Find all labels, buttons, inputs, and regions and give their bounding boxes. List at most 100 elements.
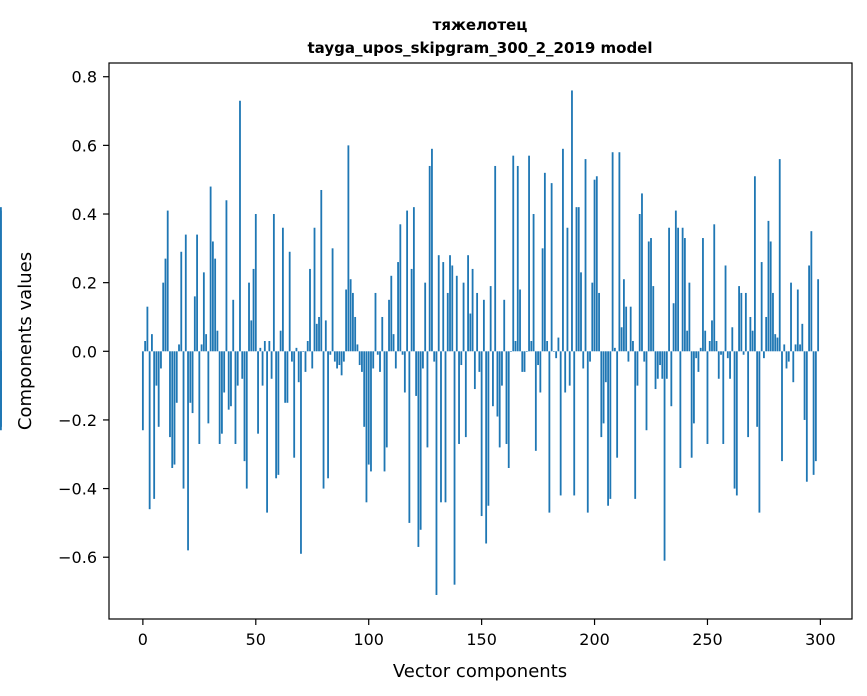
bar-46 <box>245 351 248 489</box>
bar-74 <box>309 268 311 352</box>
bar-0 <box>141 351 144 431</box>
x-tick-label: 0 <box>138 630 148 649</box>
bar-126 <box>426 351 429 448</box>
bar-121 <box>415 351 418 396</box>
bar-169 <box>523 351 526 372</box>
bar-35 <box>221 351 223 434</box>
bar-111 <box>392 334 395 352</box>
bar-163 <box>510 351 512 352</box>
x-axis-ticks: 0 50 100 150 200 250 300 <box>138 619 836 649</box>
bar-266 <box>742 351 745 355</box>
bar-30 <box>209 186 212 352</box>
bar-274 <box>760 262 763 352</box>
bar-78 <box>318 316 320 352</box>
bar-112 <box>394 351 397 369</box>
bar-280 <box>774 334 777 352</box>
bar-256 <box>720 351 722 355</box>
bar-42 <box>236 351 239 386</box>
bar-185 <box>559 351 562 496</box>
bar-269 <box>749 316 752 352</box>
bar-136 <box>449 255 451 352</box>
y-axis-ticks: −0.6 −0.4 −0.2 0.0 0.2 0.4 0.6 0.8 <box>58 68 109 567</box>
bar-45 <box>243 351 246 462</box>
bar-32 <box>214 258 217 352</box>
bar-40 <box>232 299 235 352</box>
bar-94 <box>354 316 357 352</box>
bar-65 <box>288 251 291 352</box>
y-tick-label: 0.6 <box>72 136 97 155</box>
bar-6 <box>155 351 158 386</box>
bar-284 <box>783 344 786 352</box>
y-tick-label: −0.4 <box>58 480 97 499</box>
bar-255 <box>717 351 720 379</box>
bar-22 <box>191 351 194 414</box>
bar-174 <box>534 351 537 451</box>
bar-16 <box>178 344 180 352</box>
x-tick-label: 250 <box>692 630 723 649</box>
bar-10 <box>164 258 167 352</box>
bar-67 <box>293 351 296 458</box>
bar-205 <box>604 351 607 383</box>
bar-226 <box>652 286 655 352</box>
bar-195 <box>582 351 585 369</box>
bar-213 <box>623 279 625 352</box>
bar-293 <box>803 351 806 420</box>
bar-207 <box>609 351 612 499</box>
bar-278 <box>769 241 772 352</box>
bar-237 <box>677 227 680 352</box>
bar-57 <box>270 351 273 379</box>
bar-119 <box>410 268 413 352</box>
bar-197 <box>586 351 589 513</box>
bar-39 <box>230 351 232 407</box>
bar-63 <box>284 351 287 403</box>
bar-234 <box>670 351 673 407</box>
bar-123 <box>419 351 422 530</box>
bar-8 <box>160 351 162 369</box>
bar-98 <box>363 351 366 427</box>
bar-125 <box>424 282 427 352</box>
bar-292 <box>801 323 804 352</box>
bar-265 <box>740 292 743 352</box>
bar-199 <box>591 282 594 352</box>
bar-189 <box>568 351 571 386</box>
bar-41 <box>234 351 237 444</box>
bar-130 <box>435 351 438 595</box>
bar-283 <box>781 351 783 462</box>
bar-122 <box>417 351 420 547</box>
bar-23 <box>193 296 196 352</box>
bar-143 <box>464 351 467 438</box>
bar-208 <box>611 152 614 352</box>
bar-295 <box>808 265 810 352</box>
bar-214 <box>625 306 628 352</box>
bar-36 <box>223 351 226 393</box>
bar-15 <box>175 351 178 403</box>
bar-9 <box>162 282 165 352</box>
bar-161 <box>505 351 508 444</box>
bar-247 <box>699 347 702 352</box>
bar-5 <box>153 351 156 499</box>
chart-subtitle: tayga_upos_skipgram_300_2_2019 model <box>308 39 653 57</box>
bar-140 <box>458 351 460 444</box>
bar-38 <box>227 351 230 410</box>
bar-223 <box>645 351 648 431</box>
bar-243 <box>690 351 693 458</box>
bar-138 <box>453 351 456 585</box>
bar-120 <box>412 207 415 352</box>
bar-124 <box>422 351 424 369</box>
bar-291 <box>799 344 801 352</box>
y-tick-label: 0.0 <box>72 342 97 361</box>
bar-25 <box>198 351 201 444</box>
bar-182 <box>552 351 555 352</box>
bar-131 <box>437 255 440 352</box>
bar-155 <box>492 351 494 407</box>
bar-154 <box>489 286 492 352</box>
bar-108 <box>385 351 388 448</box>
bar-166 <box>516 165 519 352</box>
bar-211 <box>618 152 621 352</box>
bar-99 <box>365 351 368 503</box>
bar-59 <box>275 351 278 479</box>
bar-50 <box>254 214 257 352</box>
bar-268 <box>747 351 750 438</box>
bar-249 <box>704 330 707 352</box>
bar-62 <box>281 227 284 352</box>
